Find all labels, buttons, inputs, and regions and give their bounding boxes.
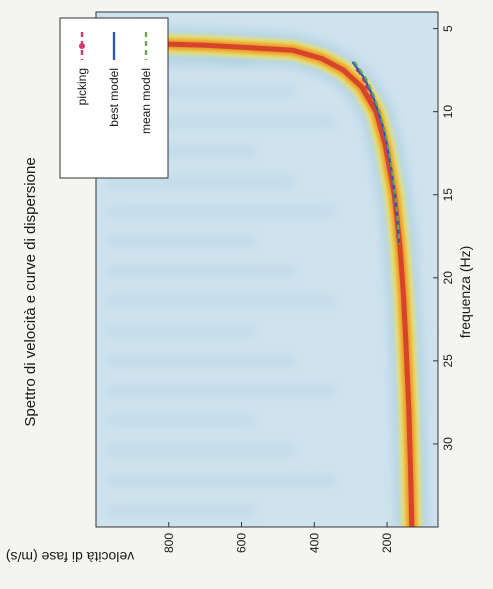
heatmap-texture	[106, 58, 336, 514]
heatmap-streak	[106, 238, 256, 245]
x-tick-label: 20	[441, 271, 455, 285]
y-tick-label: 600	[235, 533, 249, 553]
y-axis-label: velocità di fase (m/s)	[6, 549, 134, 565]
heatmap-streak	[106, 507, 256, 514]
x-tick-label: 30	[441, 437, 455, 451]
y-tick-label: 200	[380, 533, 394, 553]
axis-ticks: 5 10 15 20 25 30 200 400 600 800	[162, 25, 455, 553]
x-tick-label: 15	[441, 188, 455, 202]
x-tick-label: 25	[441, 354, 455, 368]
heatmap-streak	[106, 298, 336, 305]
y-tick-label: 800	[162, 533, 176, 553]
heatmap-streak	[106, 327, 256, 334]
curve-best-model	[351, 61, 401, 245]
heatmap-streak	[106, 148, 256, 155]
heatmap-streak	[106, 88, 296, 95]
legend-marker	[79, 43, 85, 49]
heatmap-streak	[106, 447, 296, 454]
x-axis-label: frequenza (Hz)	[457, 246, 473, 339]
heatmap-streak	[106, 118, 336, 125]
energy-ridge	[96, 39, 415, 527]
plot-frame	[95, 11, 439, 528]
heatmap-streak	[106, 417, 256, 424]
legend-label: picking	[75, 68, 89, 105]
x-tick-label: 5	[441, 25, 455, 32]
plot-area	[95, 11, 439, 528]
heatmap-streak	[106, 58, 256, 65]
heatmap-streak	[106, 268, 296, 275]
heatmap-streak	[106, 477, 336, 484]
legend-label: mean model	[139, 68, 153, 134]
legend: picking best model mean model	[59, 17, 169, 179]
legend-label: best model	[107, 68, 121, 127]
y-tick-label: 400	[307, 533, 321, 553]
heatmap-streak	[106, 178, 296, 185]
chart-title: Spettro di velocità e curve di dispersio…	[22, 157, 39, 426]
heatmap-field	[96, 26, 427, 527]
heatmap-streak	[106, 387, 336, 394]
heatmap-streak	[106, 357, 296, 364]
x-tick-label: 10	[441, 105, 455, 119]
heatmap-streak	[106, 208, 336, 215]
